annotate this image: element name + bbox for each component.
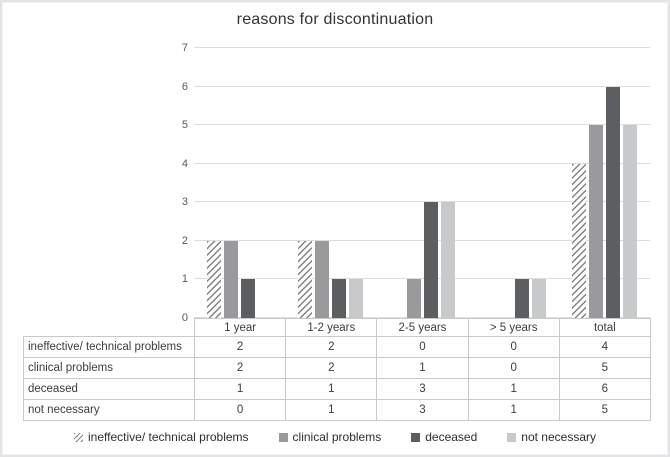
legend-label: not necessary: [521, 430, 596, 444]
data-table: 1 year 1-2 years 2-5 years > 5 years total i…: [23, 318, 651, 421]
y-axis-tick-label: 0: [181, 312, 188, 324]
table-cell-s2-c1: 1: [285, 378, 378, 400]
table-cell-s2-c3: 1: [467, 378, 560, 400]
legend: ineffective/ technical problems clinical …: [2, 430, 668, 444]
table-cell-s1-c3: 0: [467, 357, 560, 379]
gridline: [194, 47, 650, 48]
legend-label: deceased: [425, 430, 478, 444]
table-cell-s1-c2: 1: [376, 357, 469, 379]
bar-group: [559, 48, 650, 318]
table-cell-s2-c0: 1: [193, 378, 287, 400]
table-cell-s0-c4: 4: [558, 336, 651, 358]
column-header: 2-5 years: [376, 318, 469, 337]
legend-label: clinical problems: [292, 430, 382, 444]
legend-label: ineffective/ technical problems: [88, 430, 249, 444]
table-cell-s1-c4: 5: [558, 357, 651, 379]
table-cell-s3-c0: 0: [193, 399, 287, 421]
bar-s2-c3: [514, 279, 529, 318]
y-axis-tick-label: 2: [181, 234, 188, 247]
bar-s1-c0: [224, 240, 239, 318]
gridline: [194, 162, 650, 164]
table-row: ineffective/ technical problems 2 2 0 0 4: [23, 336, 651, 358]
table-cell-s3-c3: 1: [467, 399, 560, 421]
table-cell-s1-c1: 2: [285, 357, 378, 379]
bar-groups: [194, 48, 650, 318]
table-cell-s3-c1: 1: [285, 399, 378, 421]
table-cell-s1-c0: 2: [193, 357, 287, 379]
table-row: clinical problems 2 2 1 0 5: [23, 357, 651, 379]
chart-title: reasons for discontinuation: [236, 11, 434, 28]
row-label: deceased: [23, 378, 195, 400]
table-cell-s2-c4: 6: [558, 378, 651, 400]
y-axis-tick-label: 1: [181, 273, 188, 286]
table-cell-s2-c2: 3: [376, 378, 469, 400]
column-header: 1-2 years: [285, 318, 378, 337]
table-header-row: 1 year 1-2 years 2-5 years > 5 years total: [24, 318, 651, 337]
bar-group: [468, 48, 559, 318]
legend-item: not necessary: [507, 430, 596, 444]
legend-swatch-icon: [74, 432, 83, 442]
legend-swatch-icon: [507, 432, 517, 442]
legend-swatch-icon: [278, 432, 288, 442]
gridline: [194, 201, 650, 203]
legend-item: ineffective/ technical problems: [74, 430, 249, 444]
table-cell-s3-c2: 3: [376, 399, 469, 421]
gridline: [194, 317, 650, 318]
bar-s0-c4: [571, 163, 586, 318]
column-header: > 5 years: [467, 318, 560, 337]
bar-s0-c0: [207, 240, 222, 318]
bar-group: [285, 48, 376, 318]
bar-s0-c1: [298, 240, 313, 318]
legend-swatch-icon: [411, 432, 421, 442]
table-row: deceased 1 1 3 1 6: [23, 378, 651, 400]
bar-s2-c1: [332, 279, 347, 318]
bar-s3-c3: [531, 279, 546, 318]
gridline: [194, 124, 650, 126]
table-cell-s3-c4: 5: [558, 399, 651, 421]
bar-s3-c2: [440, 202, 455, 318]
column-header: 1 year: [193, 318, 287, 337]
bar-s2-c0: [241, 279, 256, 318]
y-axis-tick-label: 3: [181, 196, 188, 209]
row-label: clinical problems: [23, 357, 195, 379]
y-axis-tick-label: 4: [181, 157, 188, 170]
gridline: [194, 239, 650, 241]
bar-s3-c1: [349, 279, 364, 318]
bar-group: [376, 48, 467, 318]
gridline: [194, 278, 650, 280]
table-row: not necessary 0 1 3 1 5: [23, 399, 651, 421]
y-axis-tick-label: 6: [181, 80, 188, 93]
table-cell-s0-c2: 0: [376, 336, 469, 358]
y-axis-tick-label: 7: [181, 42, 188, 54]
plot-area: 0 1 2 3 4 5 6 7: [182, 42, 650, 324]
legend-item: clinical problems: [278, 430, 382, 444]
column-header: total: [558, 318, 651, 337]
bar-s2-c2: [423, 202, 438, 318]
gridline: [194, 85, 650, 87]
row-label: not necessary: [23, 399, 195, 421]
chart-area: reasons for discontinuation 0 1 2 3 4 5 6 7: [2, 2, 668, 324]
table-cell-s0-c1: 2: [285, 336, 378, 358]
row-label: ineffective/ technical problems: [23, 336, 195, 358]
table-cell-s0-c0: 2: [193, 336, 287, 358]
y-axis-tick-label: 5: [181, 119, 188, 132]
table-cell-s0-c3: 0: [467, 336, 560, 358]
bar-s1-c1: [315, 240, 330, 318]
bar-s3-c4: [622, 125, 637, 318]
bar-s2-c4: [605, 86, 620, 318]
bar-group: [194, 48, 285, 318]
bar-s1-c2: [406, 279, 421, 318]
legend-item: deceased: [411, 430, 477, 444]
bar-s1-c4: [588, 125, 603, 318]
